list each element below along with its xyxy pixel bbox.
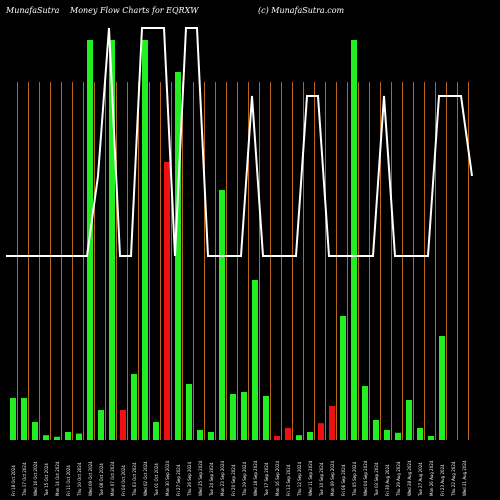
bar	[263, 396, 269, 440]
x-tick-label: Thu 12 Sep 2024	[297, 461, 302, 497]
x-tick-label: Fri 04 Oct 2024	[121, 465, 126, 496]
x-tick-label: Mon 26 Aug 2024	[429, 460, 434, 496]
bar	[274, 436, 280, 440]
x-tick-label: Tue 10 Sep 2024	[319, 462, 324, 497]
bar	[65, 432, 71, 440]
x-tick-label: Fri 20 Sep 2024	[231, 464, 236, 496]
x-tick-label: Tue 03 Sep 2024	[374, 462, 379, 497]
bar	[428, 436, 434, 440]
x-tick-label: Mon 14 Oct 2024	[55, 461, 60, 496]
bar	[219, 190, 225, 440]
series-line	[6, 27, 473, 257]
bar	[175, 72, 181, 440]
bar	[340, 316, 346, 440]
bar	[10, 398, 16, 440]
bar	[285, 428, 291, 440]
bar	[406, 400, 412, 440]
bar	[153, 422, 159, 440]
bar	[109, 40, 115, 440]
credit-label: (c) MunafaSutra.com	[258, 6, 345, 15]
bar	[120, 410, 126, 440]
x-tick-label: Fri 23 Aug 2024	[440, 464, 445, 496]
bar	[395, 432, 401, 440]
x-tick-label: Mon 09 Sep 2024	[330, 460, 335, 496]
chart-title: Money Flow Charts for EQRXW	[70, 6, 199, 15]
x-tick-label: Wed 21 Aug 2024	[462, 460, 467, 496]
x-tick-label: Fri 18 Oct 2024	[11, 465, 16, 496]
bar	[296, 435, 302, 440]
bar	[21, 398, 27, 440]
x-tick-label: Tue 15 Oct 2024	[44, 463, 49, 497]
x-tick-label: Fri 30 Aug 2024	[385, 464, 390, 496]
bar	[43, 435, 49, 440]
bar	[351, 40, 357, 440]
bar	[252, 280, 258, 440]
x-tick-label: Mon 07 Oct 2024	[110, 461, 115, 496]
x-tick-label: Mon 16 Sep 2024	[275, 460, 280, 496]
bar	[241, 392, 247, 440]
x-tick-label: Tue 17 Sep 2024	[264, 462, 269, 497]
x-tick-label: Wed 18 Sep 2024	[253, 460, 258, 496]
bar	[439, 336, 445, 440]
bar	[197, 430, 203, 440]
x-tick-label: Wed 25 Sep 2024	[198, 460, 203, 496]
bar	[98, 410, 104, 440]
bar	[417, 428, 423, 440]
x-tick-label: Mon 23 Sep 2024	[220, 460, 225, 496]
x-tick-label: Fri 11 Oct 2024	[66, 465, 71, 496]
x-tick-label: Wed 04 Sep 2024	[363, 460, 368, 496]
x-tick-label: Tue 27 Aug 2024	[418, 462, 423, 497]
bar	[54, 436, 60, 440]
x-tick-label: Tue 01 Oct 2024	[154, 463, 159, 497]
x-tick-label: Tue 24 Sep 2024	[209, 462, 214, 497]
brand-label: MunafaSutra	[6, 6, 60, 15]
bar	[384, 430, 390, 440]
bar	[142, 40, 148, 440]
bar	[164, 162, 170, 440]
bar	[362, 386, 368, 440]
bar	[32, 422, 38, 440]
x-tick-label: Tue 08 Oct 2024	[99, 463, 104, 497]
x-tick-label: Wed 02 Oct 2024	[143, 461, 148, 496]
bar	[76, 433, 82, 440]
bar	[373, 420, 379, 440]
x-tick-label: Fri 13 Sep 2024	[286, 464, 291, 496]
x-tick-label: Mon 30 Sep 2024	[165, 460, 170, 496]
x-tick-label: Wed 28 Aug 2024	[407, 460, 412, 496]
x-tick-label: Thu 19 Sep 2024	[242, 461, 247, 497]
x-tick-label: Thu 22 Aug 2024	[451, 461, 456, 497]
x-tick-label: Thu 26 Sep 2024	[187, 461, 192, 497]
x-tick-label: Wed 16 Oct 2024	[33, 461, 38, 496]
x-tick-label: Thu 10 Oct 2024	[77, 462, 82, 497]
x-tick-label: Thu 03 Oct 2024	[132, 462, 137, 497]
x-tick-label: Thu 29 Aug 2024	[396, 461, 401, 497]
bar	[318, 423, 324, 440]
bar	[230, 394, 236, 440]
x-tick-label: Fri 06 Sep 2024	[341, 464, 346, 496]
x-tick-label: Wed 09 Oct 2024	[88, 461, 93, 496]
bar	[307, 432, 313, 440]
bar	[208, 432, 214, 440]
bar	[186, 384, 192, 440]
x-tick-label: Fri 27 Sep 2024	[176, 464, 181, 496]
bar	[329, 406, 335, 440]
bar	[131, 374, 137, 440]
x-tick-label: Wed 11 Sep 2024	[308, 460, 313, 496]
x-tick-label: Thu 17 Oct 2024	[22, 462, 27, 497]
x-tick-label: Thu 05 Sep 2024	[352, 461, 357, 497]
